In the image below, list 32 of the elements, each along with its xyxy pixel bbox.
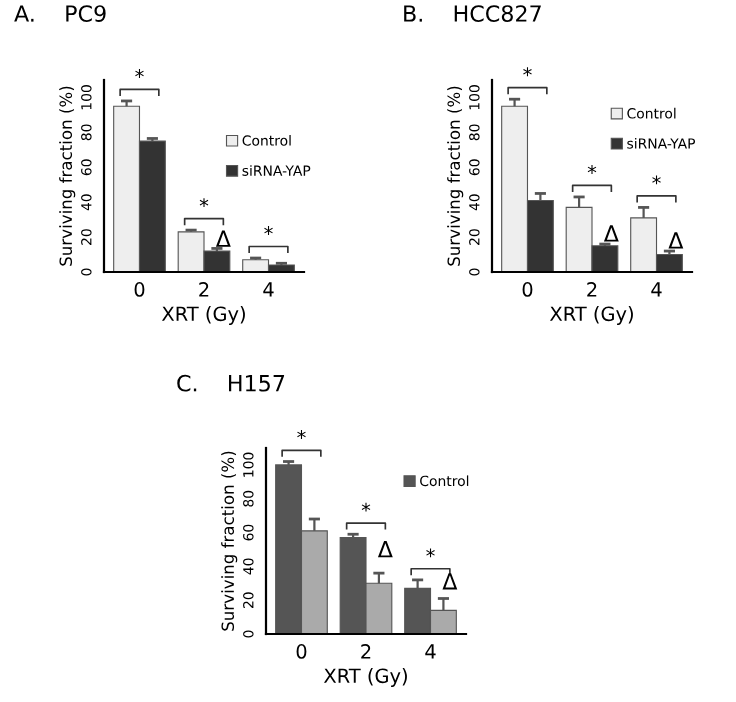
text: *	[297, 430, 306, 439]
x-tick-label: 0	[522, 282, 533, 297]
x-axis-title: XRT (Gy)	[161, 306, 245, 325]
text: *	[135, 69, 144, 78]
annotation: *	[587, 165, 597, 174]
annotation: Δ	[442, 573, 458, 590]
y-axis-title: Surviving fraction (%)	[59, 86, 76, 266]
annotation: *	[426, 548, 435, 558]
annotation: *	[199, 198, 209, 208]
x-tick-label: 4	[651, 282, 662, 297]
x-tick-label: 0	[296, 644, 307, 659]
chart-title: C. H157	[177, 374, 285, 392]
annotation: Δ	[377, 541, 393, 558]
annotation: Δ	[668, 232, 684, 249]
annotation: *	[652, 175, 661, 185]
x-axis-title: XRT (Gy)	[549, 306, 633, 325]
x-axis-title: XRT (Gy)	[323, 668, 407, 687]
x-tick-label: 4	[425, 644, 436, 659]
annotation: Δ	[215, 230, 231, 247]
y-axis-title: Surviving fraction (%)	[447, 86, 464, 266]
x-tick-label: 0	[134, 282, 145, 297]
x-tick-label: 2	[587, 282, 597, 297]
annotation: *	[361, 502, 371, 512]
annotation: *	[264, 226, 273, 235]
x-tick-label: 2	[361, 644, 371, 659]
x-tick-label: 2	[199, 282, 209, 297]
chart-title: B. HCC827	[404, 5, 541, 22]
text: *	[523, 67, 532, 77]
y-axis-title: Surviving fraction (%)	[221, 451, 238, 631]
x-tick-label: 4	[263, 282, 274, 297]
chart-title: A. PC9	[14, 5, 106, 22]
annotation: Δ	[603, 225, 619, 242]
